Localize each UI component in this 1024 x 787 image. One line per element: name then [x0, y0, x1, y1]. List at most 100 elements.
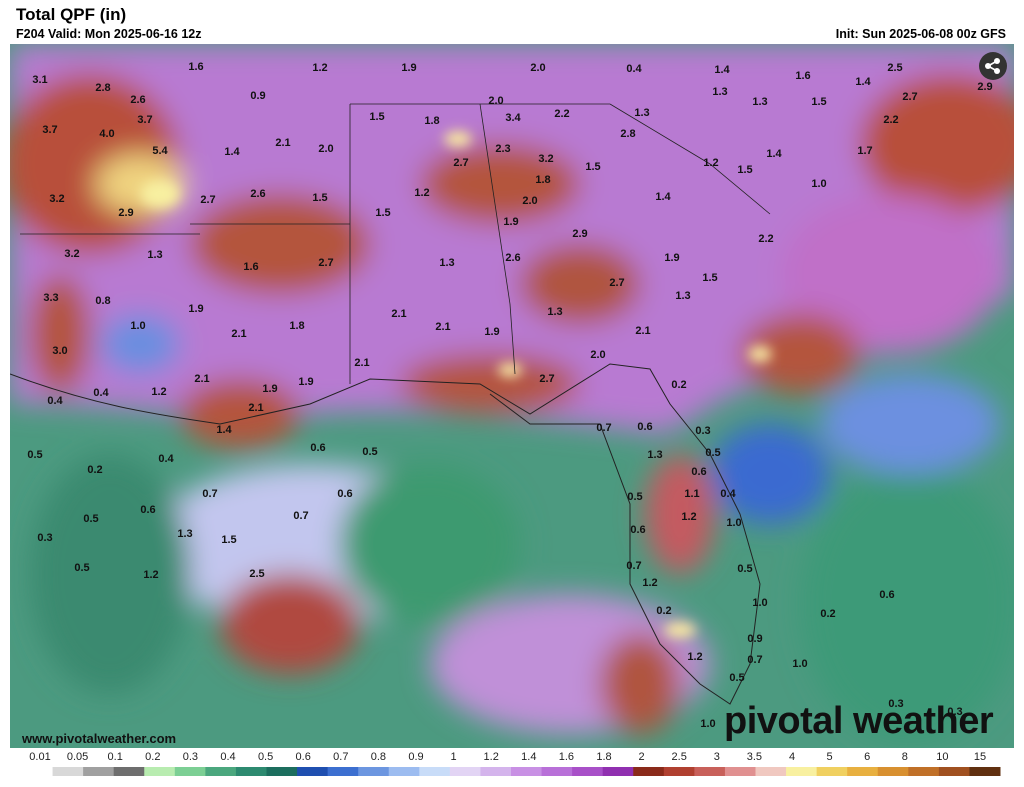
point-label: 2.1 [275, 137, 290, 149]
point-label: 2.7 [200, 194, 215, 206]
colorbar-swatch [724, 767, 756, 776]
colorbar-label: 2 [639, 751, 645, 763]
colorbar-label: 0.5 [258, 751, 273, 763]
colorbar-label: 6 [864, 751, 870, 763]
point-label: 1.2 [312, 62, 327, 74]
point-label: 0.3 [695, 425, 710, 437]
map-title: Total QPF (in) [16, 5, 127, 24]
point-label: 1.6 [795, 70, 810, 82]
point-label: 1.2 [143, 569, 158, 581]
point-label: 2.0 [590, 349, 605, 361]
point-label: 0.5 [737, 563, 752, 575]
colorbar-swatch [235, 767, 267, 776]
point-label: 3.4 [505, 112, 521, 124]
point-label: 3.0 [52, 345, 67, 357]
map: 3.1 2.8 2.6 1.6 1.2 1.9 2.0 0.4 1.4 1.6 1.4 2.5 2.7 2… [10, 44, 1014, 748]
point-label: 1.3 [147, 249, 162, 261]
point-label: 0.5 [627, 491, 642, 503]
map-canvas: 3.1 2.8 2.6 1.6 1.2 1.9 2.0 0.4 1.4 1.6 1.4 2.5 2.7 2… [10, 44, 1014, 748]
point-label: 2.0 [522, 195, 537, 207]
point-label: 2.2 [883, 114, 898, 126]
point-label: 1.0 [700, 718, 715, 730]
point-label: 2.0 [488, 95, 503, 107]
point-label: 2.7 [902, 91, 917, 103]
point-label: 1.2 [703, 157, 718, 169]
colorbar-swatch [663, 767, 695, 776]
point-label: 2.1 [231, 328, 246, 340]
colorbar-swatch [297, 767, 329, 776]
point-label: 3.3 [43, 292, 58, 304]
colorbar-swatch [786, 767, 818, 776]
point-label: 1.8 [424, 115, 439, 127]
point-label: 2.2 [554, 108, 569, 120]
colorbar-label: 0.1 [108, 751, 123, 763]
point-label: 0.5 [705, 447, 720, 459]
point-label: 1.5 [585, 161, 600, 173]
colorbar-swatch [358, 767, 390, 776]
colorbar-swatch [572, 767, 604, 776]
colorbar-label: 0.4 [220, 751, 235, 763]
colorbar-label: 0.9 [408, 751, 423, 763]
point-label: 1.9 [484, 326, 499, 338]
point-label: 0.7 [202, 488, 217, 500]
point-label: 3.2 [49, 193, 64, 205]
point-label: 0.4 [47, 395, 63, 407]
point-label: 0.4 [93, 387, 109, 399]
colorbar-label: 0.8 [371, 751, 386, 763]
point-label: 0.5 [74, 562, 89, 574]
point-label: 0.4 [158, 453, 174, 465]
point-label: 1.2 [151, 386, 166, 398]
point-label: 1.0 [811, 178, 826, 190]
point-label: 2.2 [758, 233, 773, 245]
point-label: 0.9 [250, 90, 265, 102]
point-label: 1.6 [243, 261, 258, 273]
point-label: 1.4 [766, 148, 782, 160]
share-button[interactable] [979, 52, 1007, 80]
colorbar-label: 0.05 [67, 751, 88, 763]
point-label: 3.2 [538, 153, 553, 165]
point-label: 1.3 [547, 306, 562, 318]
point-label: 2.7 [318, 257, 333, 269]
point-label: 1.5 [811, 96, 826, 108]
colorbar-swatch [52, 767, 84, 776]
colorbar-label: 3 [714, 751, 720, 763]
point-label: 1.0 [130, 320, 145, 332]
point-label: 1.5 [221, 534, 236, 546]
point-label: 1.3 [647, 449, 662, 461]
colorbar-label: 1.8 [596, 751, 611, 763]
point-label: 2.3 [495, 143, 510, 155]
highlights [140, 131, 772, 638]
point-label: 2.9 [118, 207, 133, 219]
point-label: 2.1 [635, 325, 650, 337]
colorbar-swatch [908, 767, 940, 776]
point-label: 0.5 [27, 449, 42, 461]
point-label: 1.9 [401, 62, 416, 74]
colorbar-swatch [22, 767, 54, 776]
point-label: 0.6 [140, 504, 155, 516]
point-label: 2.1 [391, 308, 406, 320]
colorbar-swatch [83, 767, 115, 776]
point-label: 1.5 [312, 192, 327, 204]
point-label: 0.5 [729, 672, 744, 684]
point-label: 1.9 [664, 252, 679, 264]
point-label: 0.4 [720, 488, 736, 500]
colorbar-swatch [205, 767, 237, 776]
point-label: 1.1 [684, 488, 699, 500]
point-label: 1.3 [177, 528, 192, 540]
point-label: 1.4 [714, 64, 730, 76]
point-label: 2.6 [250, 188, 265, 200]
colorbar-label: 15 [974, 751, 986, 763]
state-borders [20, 103, 771, 384]
valid-time: F204 Valid: Mon 2025-06-16 12z [16, 27, 202, 41]
point-label: 4.0 [99, 128, 114, 140]
point-label: 1.0 [792, 658, 807, 670]
colorbar-label: 10 [936, 751, 948, 763]
site-url: www.pivotalweather.com [22, 731, 177, 746]
point-label: 1.5 [375, 207, 390, 219]
point-label: 1.5 [702, 272, 717, 284]
point-label: 1.3 [439, 257, 454, 269]
point-label: 1.3 [675, 290, 690, 302]
colorbar-swatch [419, 767, 451, 776]
point-label: 2.6 [130, 94, 145, 106]
point-label: 1.3 [712, 86, 727, 98]
